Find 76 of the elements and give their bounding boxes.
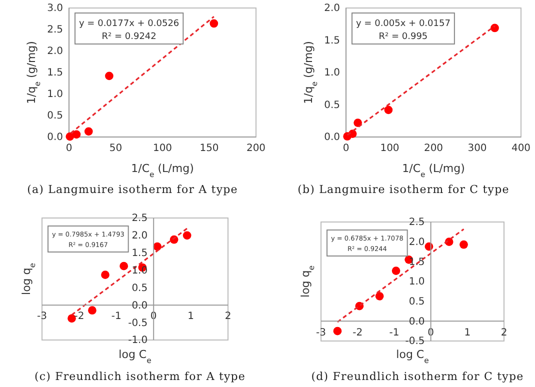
point [182,231,192,240]
x-tick-label: 100 [152,143,172,154]
x-tick-label: 2 [500,327,508,338]
annotation: R² = 0.995 [378,32,428,42]
annotation: y = 0.0177x + 0.0526 [79,19,180,29]
y-tick-label: 2.0 [132,230,148,242]
point [210,19,218,28]
x-tick-label: 300 [468,143,487,154]
x-axis-title: log C$_{e}$ [118,348,152,364]
x-tick-label: 1 [188,311,194,322]
point [66,132,74,141]
point [120,262,128,270]
x-axis-title: 1/C$_{e}$ (L/mg) [402,162,465,178]
y-tick-label: -0.5 [405,336,425,348]
point [88,306,96,315]
y-tick-label: 2.0 [47,46,63,58]
point [101,270,110,279]
x-tick-label: 0 [150,311,157,322]
x-tick-label: 0 [428,327,434,338]
x-tick-label: -2 [352,327,363,338]
y-tick-label: 0.0 [47,132,63,144]
y-tick-label: 2.5 [47,24,63,36]
x-tick-label: 200 [246,143,266,154]
y-tick-label: 1.0 [324,68,340,79]
point [490,24,499,32]
y-tick-label: -1.0 [128,335,148,346]
y-tick-label: 1.5 [47,68,63,79]
text: (d) Freundlich isotherm for C type [311,370,524,383]
y-tick-label: 0.0 [132,300,148,312]
y-tick-label: 0.5 [47,110,63,122]
x-tick-label: 0 [342,143,350,154]
x-tick-label: 1 [464,327,471,338]
x-tick-label: -1 [111,311,122,322]
point [84,127,93,136]
x-tick-label: -2 [74,311,84,322]
point [333,326,342,336]
x-tick-label: 0 [66,143,72,154]
x-tick-label: 150 [200,143,219,154]
y-tick-label: 0.0 [408,316,425,328]
point [72,130,81,139]
point [68,314,76,323]
y-tick-label: 2.5 [408,217,425,228]
annotation: R² = 0.9242 [102,32,156,42]
x-tick-label: 100 [380,143,400,154]
y-tick-label: 0.5 [324,100,340,111]
annotation: y = 0.005x + 0.0157 [356,19,450,29]
y-tick-label: 1.0 [408,276,425,288]
y-tick-label: 3.0 [47,3,63,14]
y-tick-label: 2.0 [408,237,425,248]
point [384,106,393,114]
y-tick-label: -0.5 [128,318,148,329]
x-tick-label: 200 [424,143,444,154]
y-tick-label: 2.0 [324,3,340,14]
y-tick-label: 0.0 [324,132,340,144]
y-tick-label: 1.5 [132,248,148,260]
y-tick-label: 1.0 [47,89,63,100]
x-tick-label: -3 [37,311,47,322]
y-tick-label: 2.5 [132,213,148,224]
text: (b) Langmuire isotherm for C type [298,183,510,196]
point [354,118,362,127]
x-axis-title: 1/C$_{e}$ (L/mg) [131,162,194,178]
y-tick-label: 1.5 [324,35,340,46]
x-axis-title: log C$_{e}$ [396,348,430,364]
point [375,292,384,300]
x-tick-label: 2 [224,311,232,322]
x-tick-label: -1 [389,327,400,338]
point [105,72,114,80]
text: (a) Langmuire isotherm for A type [27,183,238,196]
text: (c) Freundlich isotherm for A type [34,370,246,383]
x-tick-label: -3 [316,327,326,338]
y-tick-label: 0.5 [132,282,148,294]
y-tick-label: 0.5 [408,296,425,308]
point [392,266,400,275]
point [460,240,468,249]
x-tick-label: 50 [109,143,122,154]
x-tick-label: 400 [511,143,531,154]
